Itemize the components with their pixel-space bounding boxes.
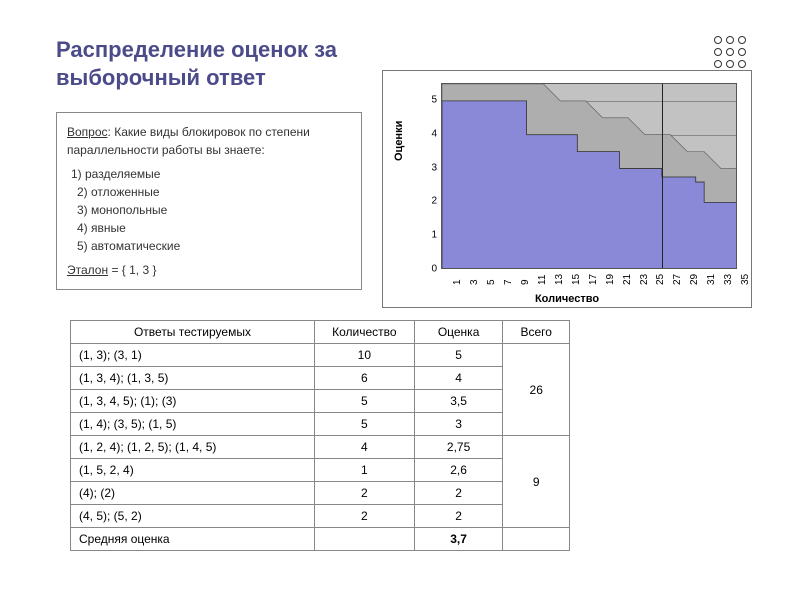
table-row: (1, 5, 2, 4)12,6: [71, 459, 570, 482]
x-axis-label: Количество: [383, 293, 751, 305]
table-row: (1, 3); (3, 1)105 26: [71, 344, 570, 367]
question-options: 1) разделяемые 2) отложенные 3) монополь…: [71, 165, 351, 255]
table-row: (1, 2, 4); (1, 2, 5); (1, 4, 5)42,75 9: [71, 436, 570, 459]
table-row: (1, 3, 4); (1, 3, 5)64: [71, 367, 570, 390]
table-header: Ответы тестируемых Количество Оценка Все…: [71, 321, 570, 344]
etalon: Эталон = { 1, 3 }: [67, 261, 351, 279]
y-ticks: 012345: [423, 83, 439, 269]
plot-area: [441, 83, 737, 269]
total-cell-1: 26: [503, 344, 570, 436]
results-table: Ответы тестируемых Количество Оценка Все…: [70, 320, 570, 551]
question-box: Вопрос: Какие виды блокировок по степени…: [56, 112, 362, 290]
decorative-dots: [714, 36, 746, 68]
table-row: (1, 3, 4, 5); (1); (3)53,5: [71, 390, 570, 413]
option-5: 5) автоматические: [77, 237, 351, 255]
option-1: 1) разделяемые: [71, 165, 351, 183]
option-3: 3) монопольные: [77, 201, 351, 219]
table-row-avg: Средняя оценка3,7: [71, 528, 570, 551]
y-axis-label: Оценки: [393, 121, 405, 161]
table-row: (4); (2)22: [71, 482, 570, 505]
total-cell-2: 9: [503, 436, 570, 528]
option-2: 2) отложенные: [77, 183, 351, 201]
page-title: Распределение оценок за выборочный ответ: [56, 36, 366, 91]
option-4: 4) явные: [77, 219, 351, 237]
table-row: (1, 4); (3, 5); (1, 5)53: [71, 413, 570, 436]
chart: Оценки 012345 13579111315171921232527293…: [382, 70, 752, 308]
question-text: Вопрос: Какие виды блокировок по степени…: [67, 123, 351, 159]
table-row: (4, 5); (5, 2)22: [71, 505, 570, 528]
x-ticks: 1357911131517192123252729313335: [441, 271, 737, 291]
